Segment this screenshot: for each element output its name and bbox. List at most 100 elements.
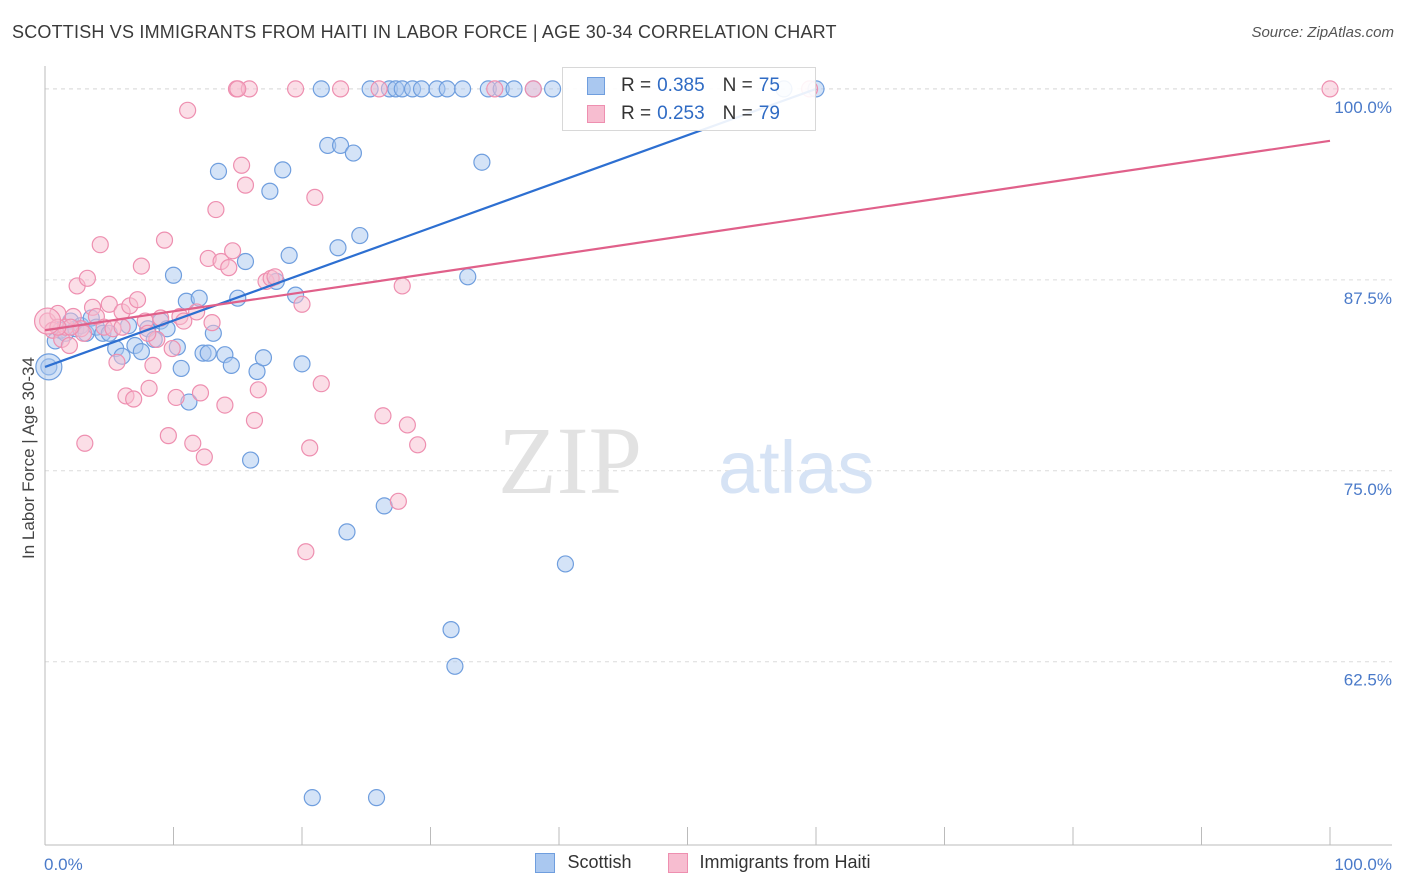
x-tick-label: 100.0%	[1334, 855, 1392, 874]
point-scottish	[438, 80, 456, 98]
point-scottish	[236, 252, 255, 271]
legend-r-label: R =	[621, 103, 652, 124]
point-scottish	[351, 226, 369, 245]
trend-line-haiti	[44, 139, 1331, 332]
point-haiti	[233, 156, 251, 174]
point-scottish	[446, 657, 464, 675]
point-haiti	[389, 492, 407, 510]
y-axis-label: In Labor Force | Age 30-34	[19, 357, 38, 559]
point-haiti	[236, 176, 255, 194]
grid-lines	[45, 88, 1392, 663]
legend-row-haiti: R = 0.253 N = 79	[587, 102, 780, 126]
point-scottish	[412, 80, 431, 98]
series-legend: Scottish Immigrants from Haiti	[0, 852, 1406, 873]
trend-line-scottish	[44, 87, 817, 368]
point-haiti	[286, 80, 305, 98]
point-haiti	[167, 388, 185, 407]
point-haiti	[224, 242, 242, 260]
chart-title: SCOTTISH VS IMMIGRANTS FROM HAITI IN LAB…	[12, 22, 837, 42]
point-haiti	[113, 318, 131, 336]
point-scottish	[280, 246, 298, 265]
point-haiti	[175, 312, 193, 330]
watermark-zip: ZIP	[498, 407, 642, 514]
y-tick-label: 100.0%	[1334, 98, 1392, 117]
legend-r-value-scottish: 0.385	[657, 75, 705, 96]
point-scottish	[274, 161, 292, 179]
point-haiti	[229, 80, 247, 98]
point-scottish	[254, 349, 273, 367]
stats-legend: R = 0.385 N = 75 R = 0.253 N = 79	[562, 67, 816, 131]
point-haiti	[207, 200, 225, 219]
point-haiti	[195, 448, 213, 466]
point-haiti	[306, 188, 324, 206]
point-scottish	[459, 268, 477, 286]
point-haiti	[486, 80, 504, 98]
legend-n-label: N =	[722, 75, 753, 96]
point-haiti	[163, 339, 181, 358]
point-haiti	[159, 427, 177, 445]
point-haiti	[370, 80, 388, 98]
point-haiti	[91, 236, 109, 254]
point-haiti	[191, 384, 210, 402]
point-haiti	[203, 314, 221, 332]
tick-labels: 62.5% 75.0% 87.5% 100.0% 0.0% 100.0%	[44, 98, 1392, 874]
point-haiti	[108, 353, 126, 371]
point-scottish	[543, 80, 562, 98]
legend-row-scottish: R = 0.385 N = 75	[587, 74, 780, 98]
legend-label-scottish: Scottish	[567, 852, 632, 872]
point-haiti	[33, 307, 62, 335]
legend-r-label: R =	[621, 75, 652, 96]
point-haiti	[293, 295, 311, 313]
point-scottish	[242, 451, 260, 469]
point-scottish	[505, 80, 523, 98]
point-haiti	[398, 416, 416, 434]
legend-label-haiti: Immigrants from Haiti	[699, 852, 871, 872]
point-scottish	[367, 789, 386, 807]
legend-swatch-scottish	[587, 77, 605, 95]
point-scottish	[35, 353, 63, 381]
point-scottish	[312, 80, 330, 98]
point-scottish	[303, 789, 321, 807]
series-scottish	[35, 80, 825, 807]
point-haiti	[76, 434, 94, 452]
point-scottish	[331, 136, 350, 155]
legend-n-value-haiti: 79	[758, 103, 780, 124]
watermark-atlas: atlas	[718, 426, 874, 509]
point-haiti	[184, 434, 202, 452]
point-haiti	[249, 381, 267, 399]
point-scottish	[329, 239, 347, 257]
legend-item-haiti[interactable]: Immigrants from Haiti	[667, 852, 871, 873]
source-label: Source: ZipAtlas.com	[1251, 24, 1394, 41]
point-scottish	[199, 344, 217, 362]
point-haiti	[312, 375, 330, 393]
legend-swatch-scottish	[535, 852, 556, 873]
point-scottish	[248, 362, 266, 381]
point-scottish	[132, 343, 150, 361]
point-haiti	[331, 80, 350, 98]
point-haiti	[245, 411, 264, 429]
legend-item-scottish[interactable]: Scottish	[535, 852, 632, 873]
point-haiti	[297, 543, 315, 561]
point-haiti	[60, 336, 79, 355]
point-scottish	[454, 80, 472, 98]
point-scottish	[473, 153, 491, 171]
y-tick-label: 75.0%	[1344, 480, 1392, 499]
point-haiti	[140, 379, 158, 397]
point-scottish	[556, 555, 575, 573]
legend-swatch-haiti	[587, 105, 605, 123]
point-scottish	[442, 621, 460, 639]
y-tick-label: 87.5%	[1344, 289, 1392, 308]
point-haiti	[216, 396, 234, 414]
point-scottish	[164, 266, 183, 284]
x-tick-label: 0.0%	[44, 855, 83, 874]
legend-swatch-haiti	[667, 852, 688, 873]
point-haiti	[179, 101, 197, 119]
point-haiti	[524, 80, 542, 98]
legend-n-label: N =	[722, 103, 753, 124]
point-haiti	[409, 436, 427, 454]
point-haiti	[1321, 80, 1339, 98]
point-haiti	[374, 407, 392, 425]
point-haiti	[220, 259, 238, 277]
point-scottish	[172, 359, 190, 378]
